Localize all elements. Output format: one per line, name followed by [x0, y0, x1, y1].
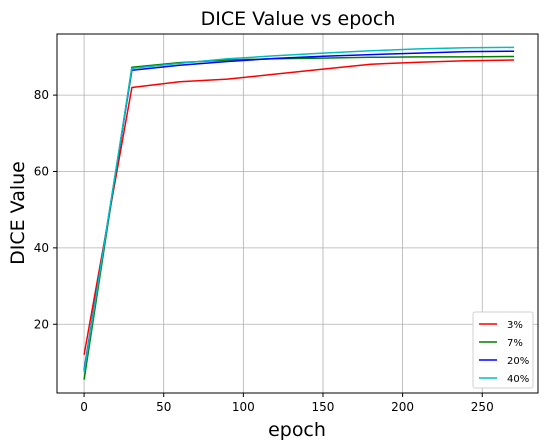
legend: 3% 7% 20% 40%: [472, 311, 534, 389]
series-line-1: [83, 55, 515, 380]
legend-label: 40%: [507, 374, 529, 385]
x-tick-label: 0: [80, 400, 88, 414]
y-tick-label: 60: [34, 164, 49, 178]
y-tick-label: 80: [34, 88, 49, 102]
x-tick-label: 100: [232, 400, 255, 414]
x-tick-label: 200: [391, 400, 414, 414]
x-tick-label: 50: [156, 400, 171, 414]
legend-label: 3%: [507, 320, 523, 331]
legend-label: 7%: [507, 338, 523, 349]
series-line-2: [83, 50, 515, 371]
chart-title: DICE Value vs epoch: [201, 8, 396, 30]
x-tick-label: 250: [471, 400, 494, 414]
y-tick-label: 40: [34, 241, 49, 255]
plot-frame: [56, 33, 539, 394]
x-axis-label: epoch: [268, 419, 326, 441]
y-axis-label: DICE Value: [7, 161, 29, 265]
y-tick-label: 20: [34, 317, 49, 331]
legend-label: 20%: [507, 356, 529, 367]
series-line-0: [83, 59, 515, 355]
series-line-3: [83, 46, 515, 373]
series-layer: [83, 46, 515, 380]
axis-ticks: 0 50 100 150 200 250 20 40 60 80: [34, 88, 494, 414]
legend-box: [472, 311, 534, 389]
x-tick-label: 150: [312, 400, 335, 414]
grid: [57, 34, 538, 393]
